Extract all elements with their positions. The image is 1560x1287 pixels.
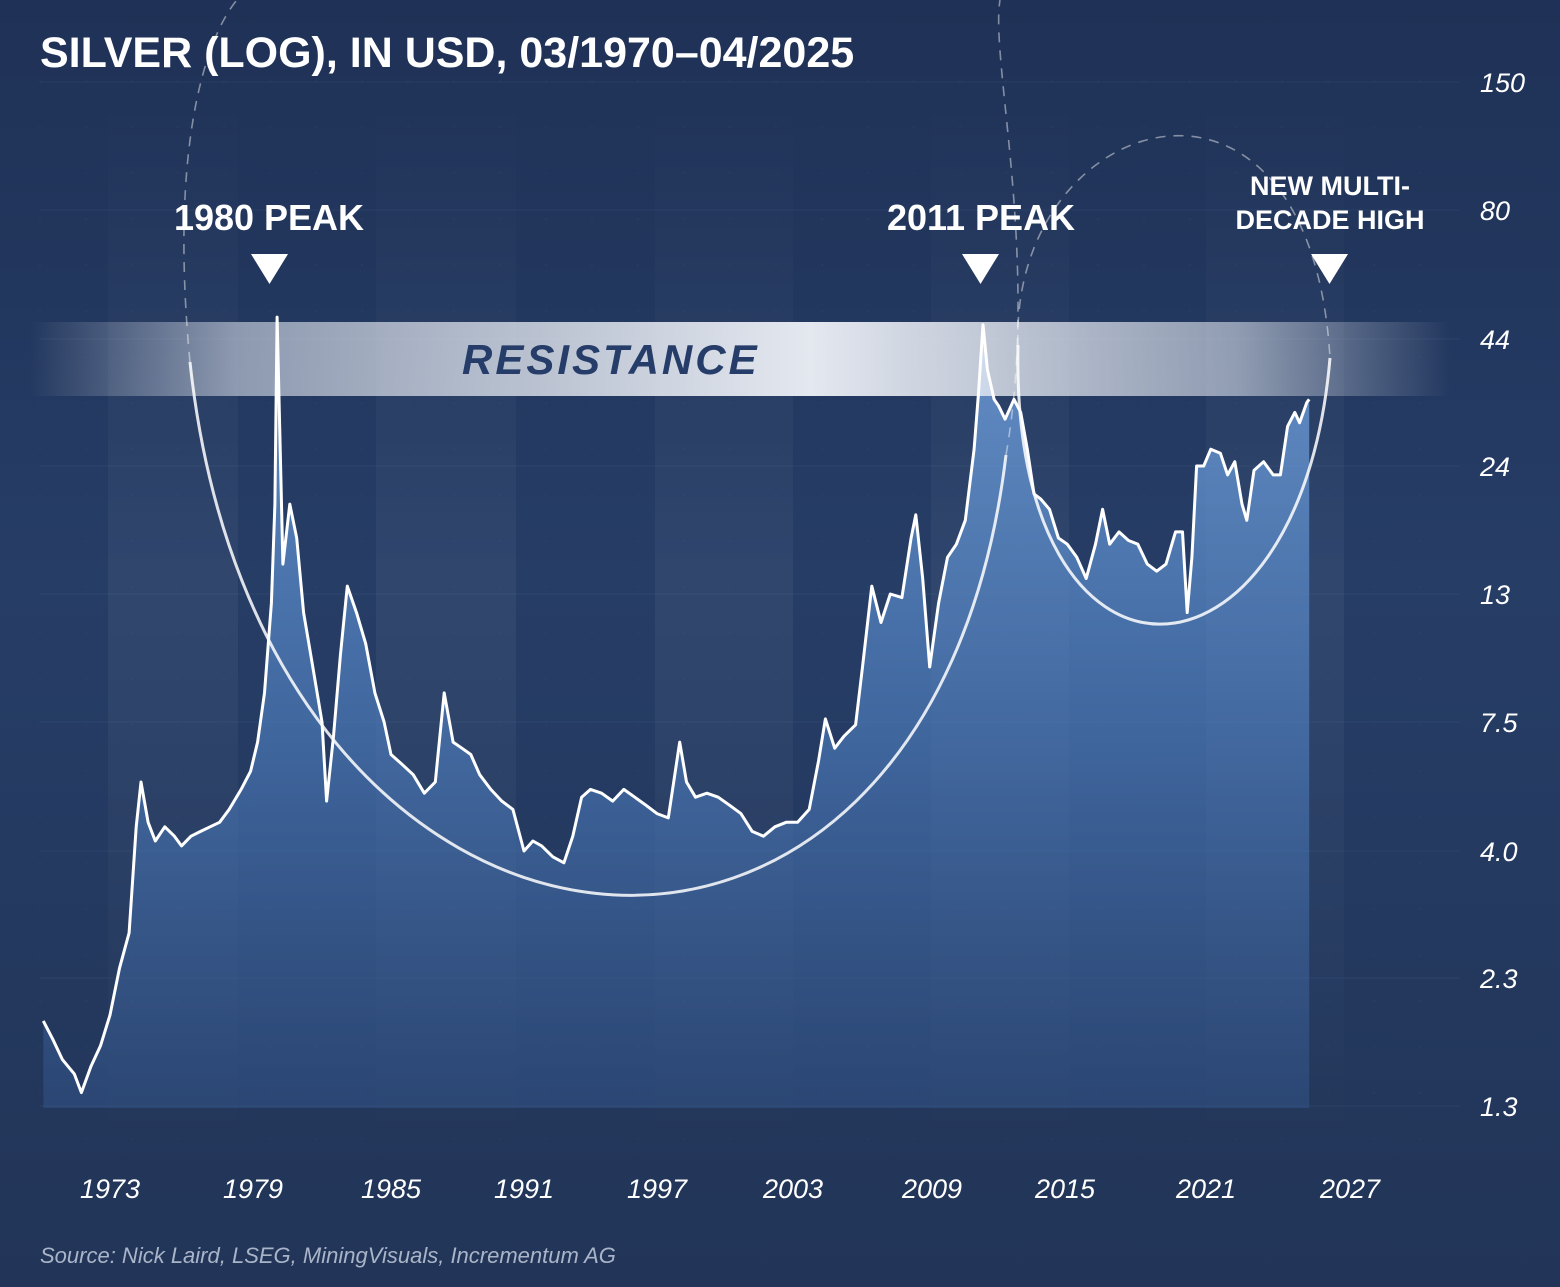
cup-arc-2-dashed-top: [1017, 134, 1331, 359]
peak-2011-arrow-icon: [962, 254, 999, 284]
y-axis-ticks: 150 80 44 24 13 7.5 4.0 2.3 1.3: [1479, 68, 1525, 1122]
x-tick-label: 2003: [762, 1174, 823, 1204]
x-tick-label: 1991: [494, 1174, 554, 1204]
x-tick-label: 1979: [223, 1174, 283, 1204]
peak-2011-label: 2011 PEAK: [887, 197, 1075, 238]
x-tick-label: 1985: [361, 1174, 422, 1204]
x-tick-label: 2021: [1175, 1174, 1236, 1204]
y-tick-label: 80: [1480, 196, 1510, 226]
price-line: [41, 315, 1311, 1095]
y-tick-label: 24: [1479, 452, 1510, 482]
peak-1980-arrow-icon: [251, 254, 288, 284]
new-high-label-line2: DECADE HIGH: [1235, 205, 1424, 235]
y-tick-label: 4.0: [1480, 837, 1518, 867]
x-tick-label: 2027: [1319, 1174, 1381, 1204]
new-high-arrow-icon: [1311, 254, 1348, 284]
chart-title: SILVER (LOG), IN USD, 03/1970–04/2025: [40, 29, 854, 77]
cup-arc-1: [188, 361, 1008, 897]
price-series-line: [41, 315, 1311, 1095]
x-tick-label: 1973: [80, 1174, 140, 1204]
source-note: Source: Nick Laird, LSEG, MiningVisuals,…: [40, 1243, 616, 1268]
resistance-label: RESISTANCE: [462, 336, 760, 383]
x-tick-label: 2015: [1034, 1174, 1096, 1204]
cup-arc-1-dashed-top: [183, 0, 1019, 456]
resistance-band: [30, 322, 1450, 396]
peak-1980-label: 1980 PEAK: [174, 197, 364, 238]
x-tick-label: 2009: [901, 1174, 962, 1204]
y-tick-label: 44: [1480, 325, 1510, 355]
price-area-fill: [43, 317, 1310, 1109]
y-tick-label: 2.3: [1479, 964, 1518, 994]
y-tick-label: 7.5: [1480, 708, 1519, 738]
price-area: [43, 317, 1310, 1109]
x-tick-label: 1997: [627, 1174, 688, 1204]
y-tick-label: 1.3: [1480, 1092, 1518, 1122]
x-axis-ticks: 1973 1979 1985 1991 1997 2003 2009 2015 2021 2027: [80, 1174, 1381, 1204]
y-tick-label: 150: [1480, 68, 1525, 98]
cup-arc-2: [1016, 344, 1332, 626]
new-high-label-line1: NEW MULTI-: [1250, 171, 1410, 201]
y-tick-label: 13: [1480, 580, 1510, 610]
